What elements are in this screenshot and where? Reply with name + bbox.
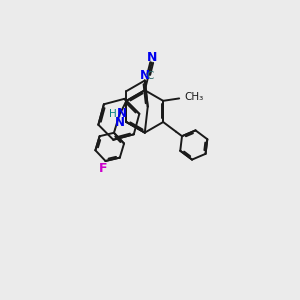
- Text: H: H: [109, 109, 117, 119]
- Text: C: C: [146, 71, 154, 81]
- Text: CH₃: CH₃: [184, 92, 204, 102]
- Text: N: N: [117, 107, 127, 120]
- Text: N: N: [146, 51, 157, 64]
- Text: N: N: [140, 69, 150, 82]
- Text: F: F: [99, 162, 107, 176]
- Text: N: N: [115, 116, 125, 128]
